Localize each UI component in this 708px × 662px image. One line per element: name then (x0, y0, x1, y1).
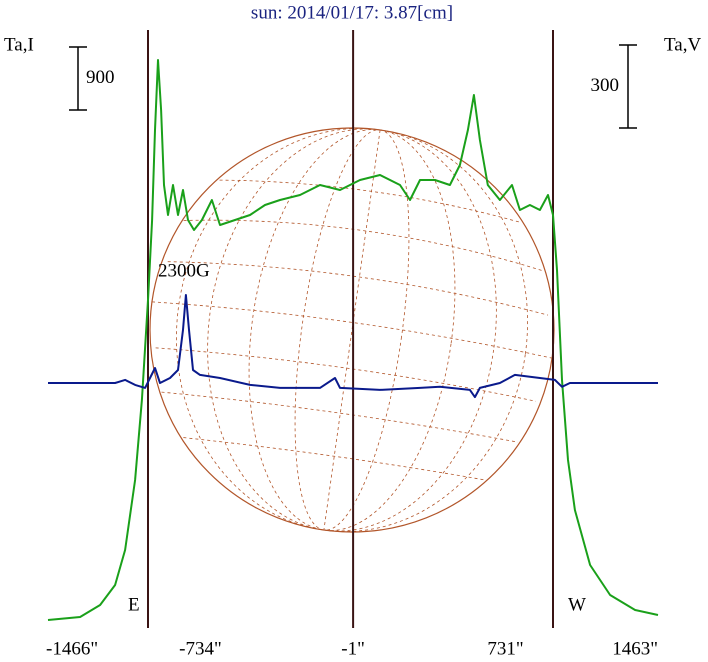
annotation: W (568, 594, 586, 615)
meridian (323, 129, 381, 531)
parallel (183, 437, 485, 481)
parallel (219, 179, 521, 223)
parallel (155, 347, 536, 402)
x-tick-label: 1463" (612, 638, 658, 659)
parallel (161, 391, 519, 443)
series-line (47, 59, 659, 621)
series-line (48, 294, 658, 399)
y2-scale-bar-label: 300 (591, 75, 620, 96)
x-tick-label: -1466" (46, 638, 98, 659)
x-tick-label: -1" (341, 638, 365, 659)
parallel (151, 301, 553, 359)
y2-axis-label: Ta,V (664, 34, 701, 55)
meridian (248, 129, 456, 531)
sun-disk (149, 127, 555, 533)
parallel (167, 261, 549, 316)
y-scale-bar-label: 900 (86, 67, 115, 88)
annotation: E (128, 594, 140, 615)
annotation: 2300G (158, 260, 210, 281)
x-tick-label: -734" (179, 638, 222, 659)
y-axis-label: Ta,I (4, 34, 34, 55)
x-tick-label: 731" (487, 638, 523, 659)
meridians (151, 128, 553, 532)
chart-title: sun: 2014/01/17: 3.87[cm] (251, 2, 453, 23)
